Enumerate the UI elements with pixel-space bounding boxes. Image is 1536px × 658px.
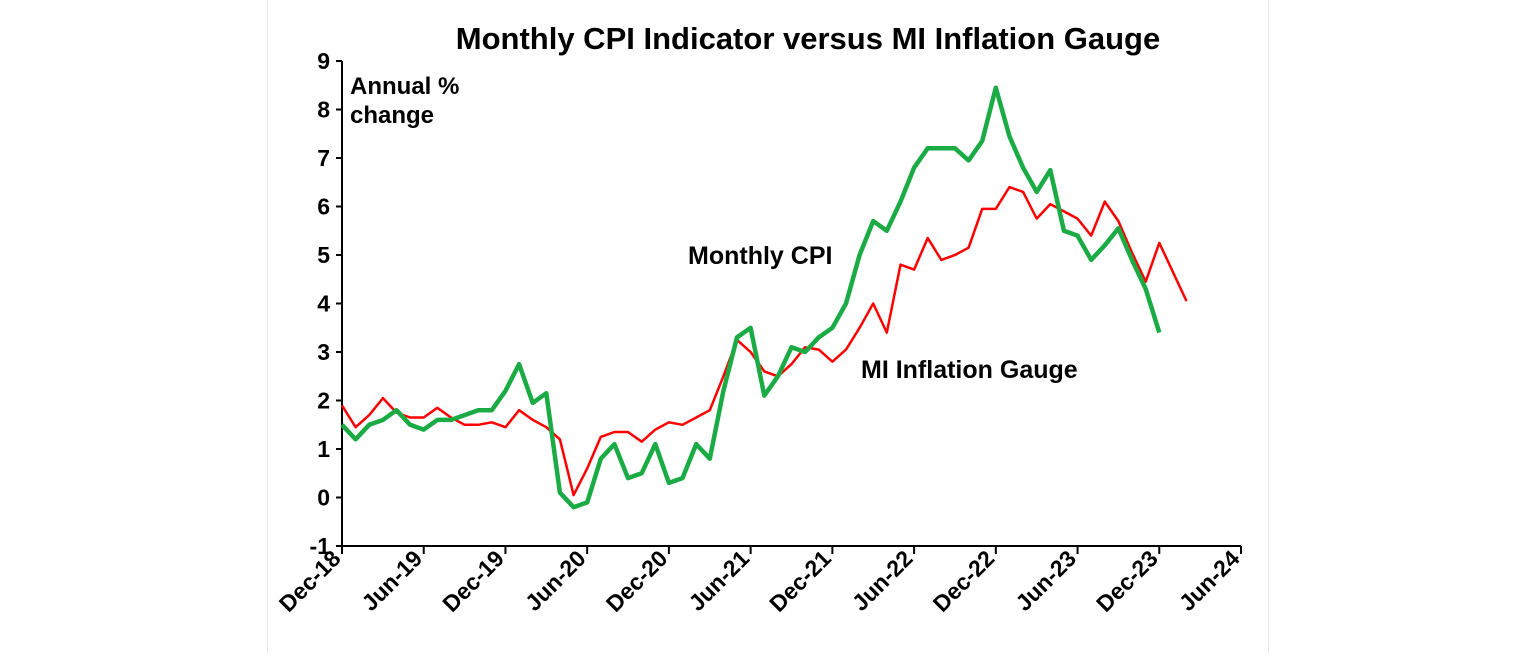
y-axis-label-line: change	[350, 102, 434, 129]
x-tick-label: Dec-21	[764, 545, 836, 617]
y-tick-label: -1	[310, 533, 331, 559]
y-tick-label: 6	[317, 194, 330, 220]
y-tick-label: 8	[317, 97, 330, 123]
series-line-mi-inflation-gauge	[340, 185, 1188, 497]
y-tick-label: 0	[317, 485, 330, 511]
x-tick-label: Jun-21	[683, 545, 754, 616]
x-tick-label: Jun-20	[520, 545, 591, 616]
x-tick-label: Dec-20	[601, 545, 673, 617]
y-tick-label: 9	[317, 48, 330, 74]
annotation-monthly-cpi: Monthly CPI	[688, 242, 832, 270]
x-tick-label: Dec-22	[928, 545, 1000, 617]
chart-title: Monthly CPI Indicator versus MI Inflatio…	[456, 21, 1160, 56]
line-chart: Monthly CPI Indicator versus MI Inflatio…	[274, 21, 1245, 617]
x-ticks: Dec-18 Jun-19 Dec-19 Jun-20 Dec-20 Jun-21 Dec-…	[274, 545, 1245, 617]
y-tick-label: 7	[317, 145, 330, 171]
series-lines	[340, 85, 1188, 510]
y-tick-label: 3	[317, 339, 330, 365]
annotation-mi-inflation-gauge: MI Inflation Gauge	[861, 356, 1078, 384]
series-line-monthly-cpi	[340, 85, 1162, 510]
x-tick-label: Dec-19	[437, 545, 509, 617]
y-ticks: -1 0 1 2 3 4 5 6 7 8 9	[310, 48, 342, 559]
x-tick-label: Jun-24	[1174, 545, 1245, 616]
x-tick-label: Jun-23	[1010, 545, 1081, 616]
y-tick-label: 1	[317, 436, 330, 462]
x-tick-label: Jun-22	[847, 545, 918, 616]
axes	[341, 61, 1241, 547]
chart-frame: Monthly CPI Indicator versus MI Inflatio…	[267, 0, 1269, 653]
y-axis-label-line: Annual %	[350, 73, 459, 100]
y-tick-label: 2	[317, 388, 330, 414]
y-tick-label: 5	[317, 242, 330, 268]
y-tick-label: 4	[317, 291, 330, 317]
x-tick-label: Dec-23	[1091, 545, 1163, 617]
y-axis-label: Annual %change	[350, 73, 459, 129]
x-tick-label: Jun-19	[356, 545, 427, 616]
